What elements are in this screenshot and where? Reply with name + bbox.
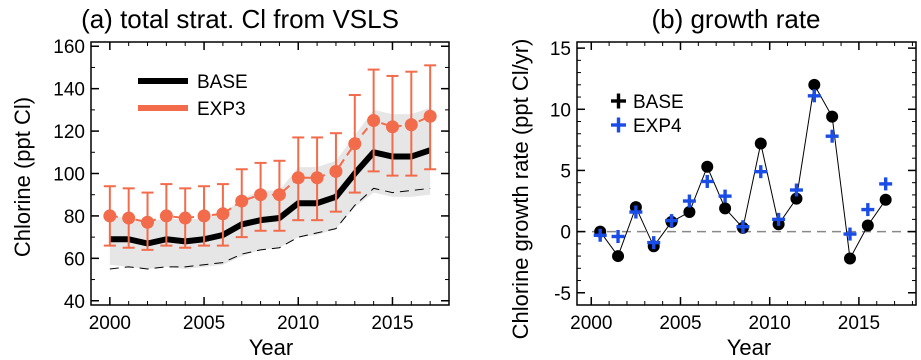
exp4-point: [629, 205, 643, 219]
series-base-line: [109, 147, 432, 247]
panel-a: 40 60 80 100 120 140 160 2000 2005 2010 2015: [53, 37, 450, 334]
exp3-point: [291, 171, 305, 185]
exp3-point: [367, 113, 381, 127]
panel-a-ylabel: Chlorine (ppt Cl): [10, 97, 35, 257]
exp3-point: [103, 209, 117, 223]
x-tick-label-a: 2015: [371, 313, 413, 334]
base-point: [612, 250, 625, 263]
base-point: [754, 137, 767, 150]
spread-band: [109, 107, 431, 269]
exp4-point: [861, 203, 875, 217]
y-tick-label-a: 160: [53, 37, 85, 58]
y-tick-label-a: 100: [53, 165, 85, 186]
x-tick-label-b: 2005: [659, 313, 701, 334]
y-tick-label-b: 10: [550, 100, 571, 121]
lower-bound-dashed-line: [109, 187, 431, 270]
exp3-point: [385, 120, 399, 134]
x-tick-label-b: 2015: [838, 313, 880, 334]
exp4-point: [754, 165, 768, 179]
y-tick-label-a: 40: [64, 292, 85, 313]
exp4-point: [647, 236, 661, 250]
exp3-point: [159, 209, 173, 223]
exp3-point: [141, 215, 155, 229]
legend-label-exp4: EXP4: [633, 116, 682, 137]
exp4-point: [843, 227, 857, 241]
y-tick-label-b: 15: [550, 39, 571, 60]
exp4-point: [789, 183, 803, 197]
exp4-point: [593, 228, 607, 242]
exp4-point: [825, 129, 839, 143]
exp3-point: [235, 194, 249, 208]
exp4-point: [772, 212, 786, 226]
legend-label-exp3: EXP3: [197, 99, 246, 120]
exp3-point: [329, 164, 343, 178]
x-tick-label-a: 2005: [183, 313, 225, 334]
exp3-point: [197, 209, 211, 223]
base-point: [879, 193, 892, 206]
base-point: [808, 78, 821, 91]
x-tick-label-b: 2000: [570, 313, 612, 334]
panel-b-title: (b) growth rate: [651, 4, 820, 34]
x-tick-label-b: 2010: [749, 313, 791, 334]
y-tick-label-a: 60: [64, 249, 85, 270]
legend-marker-exp4: [611, 117, 626, 133]
y-tick-label-b: 5: [560, 161, 571, 182]
base-point: [719, 202, 732, 215]
exp3-point: [310, 171, 324, 185]
legend-label-base-b: BASE: [633, 92, 684, 113]
legend-label-base-a: BASE: [197, 72, 248, 93]
exp4-point: [700, 174, 714, 188]
panel-a-title: (a) total strat. Cl from VSLS: [81, 4, 399, 34]
exp4-point: [807, 89, 821, 103]
y-tick-label-b: -5: [554, 284, 571, 305]
panel-b: -5 0 5 10 15 2000 2005 2010 2015: [550, 39, 917, 334]
exp3-point: [272, 188, 286, 202]
x-tick-label-a: 2000: [89, 313, 131, 334]
exp3-point: [348, 137, 362, 151]
exp4-point: [736, 220, 750, 234]
base-point: [683, 206, 696, 219]
exp4-point: [879, 177, 893, 191]
exp3-point: [423, 109, 437, 123]
legend-marker-base-b: [611, 93, 626, 109]
exp3-point: [254, 188, 268, 202]
panel-b-xlabel: Year: [727, 335, 771, 360]
exp4-point: [665, 214, 679, 228]
panel-b-ylabel: Chlorine growth rate (ppt Cl/yr): [508, 39, 533, 340]
base-point: [861, 219, 874, 232]
x-tick-label-a: 2010: [277, 313, 319, 334]
exp4-point: [611, 229, 625, 243]
base-point: [843, 252, 856, 265]
base-point: [701, 160, 714, 173]
base-point: [790, 192, 803, 205]
y-tick-label-a: 80: [64, 207, 85, 228]
panel-b-frame: [576, 41, 917, 306]
exp3-point: [178, 211, 192, 225]
exp4-point: [682, 194, 696, 208]
y-tick-label-a: 120: [53, 122, 85, 143]
y-tick-label-b: 0: [560, 223, 571, 244]
exp3-point: [216, 207, 230, 221]
y-tick-label-a: 140: [53, 80, 85, 101]
base-point: [826, 110, 839, 123]
exp3-point: [122, 211, 136, 225]
exp4-point: [718, 189, 732, 203]
exp3-point: [404, 118, 418, 132]
panel-a-xlabel: Year: [249, 335, 293, 360]
